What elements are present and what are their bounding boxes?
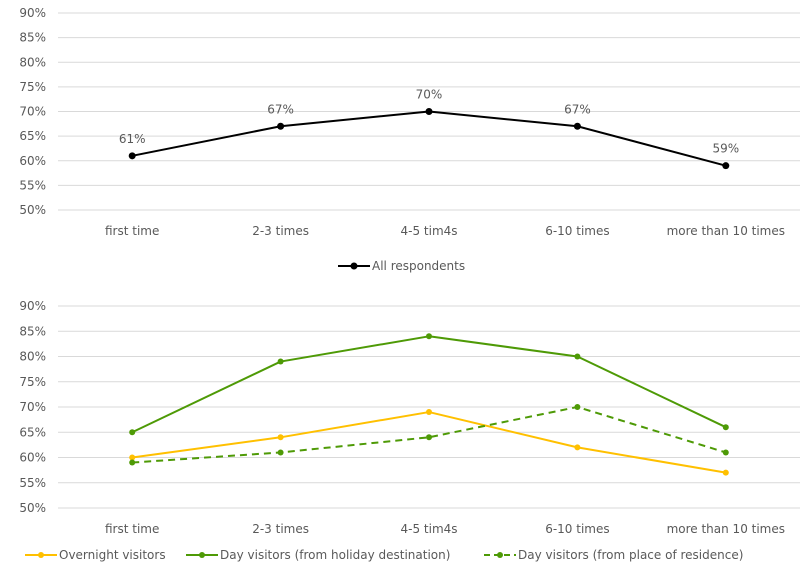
data-label: 67% <box>267 102 294 116</box>
x-tick-label: 2-3 times <box>252 224 309 238</box>
data-point <box>426 434 432 441</box>
series-line <box>132 110 727 167</box>
y-tick-label: 50% <box>19 501 46 515</box>
x-tick-label: 6-10 times <box>545 224 609 238</box>
y-tick-label: 80% <box>19 350 46 364</box>
y-tick-label: 50% <box>19 203 46 217</box>
data-point <box>128 152 136 160</box>
series-line <box>132 406 727 464</box>
y-tick-label: 60% <box>19 154 46 168</box>
y-tick-label: 55% <box>19 178 46 192</box>
y-tick-label: 55% <box>19 476 46 490</box>
legend-swatch-marker <box>497 552 503 558</box>
data-label: 70% <box>416 88 443 102</box>
legend-swatch-marker <box>199 552 205 558</box>
data-point <box>277 122 285 130</box>
legend-swatch-marker <box>350 262 358 270</box>
y-tick-label: 70% <box>19 400 46 414</box>
legend-label: All respondents <box>372 259 465 273</box>
data-point <box>722 469 729 476</box>
legend-label: Day visitors (from holiday destination) <box>220 548 450 562</box>
y-tick-label: 90% <box>19 299 46 313</box>
data-point <box>574 404 581 410</box>
series-line <box>132 411 726 474</box>
chart-2: 50% 55% 60% 65% 70% 75% 80% 85% 90% first time 2-3… <box>19 299 800 562</box>
data-point <box>129 459 136 466</box>
data-point <box>129 429 136 436</box>
data-point <box>426 333 432 340</box>
y-tick-label: 75% <box>19 80 46 94</box>
data-point <box>426 409 432 416</box>
y-tick-label: 65% <box>19 129 46 143</box>
y-tick-label: 85% <box>19 324 46 338</box>
data-label: 59% <box>712 142 739 156</box>
x-tick-label: first time <box>105 224 159 238</box>
y-tick-label: 75% <box>19 375 46 389</box>
legend-label: Day visitors (from place of residence) <box>518 548 743 562</box>
y-tick-label: 65% <box>19 425 46 439</box>
x-tick-label: 2-3 times <box>252 522 309 536</box>
y-tick-label: 70% <box>19 105 46 119</box>
x-tick-label: 4-5 tim4s <box>400 224 457 238</box>
data-point <box>277 449 284 456</box>
legend-label: Overnight visitors <box>59 548 166 562</box>
data-point <box>573 122 581 130</box>
y-tick-label: 85% <box>19 31 46 45</box>
y-tick-label: 90% <box>19 6 46 20</box>
data-label: 61% <box>119 132 146 146</box>
data-point <box>574 444 581 451</box>
x-tick-label: more than 10 times <box>667 224 785 238</box>
legend-swatch-marker <box>38 552 44 558</box>
x-tick-label: first time <box>105 522 159 536</box>
data-point <box>425 108 433 115</box>
data-point <box>277 358 284 365</box>
data-point <box>722 449 729 456</box>
data-label: 67% <box>564 102 591 116</box>
data-point <box>574 353 581 360</box>
data-point <box>722 162 730 170</box>
chart-1: 50% 55% 60% 65% 70% 75% 80% 85% 90% first time 2-3… <box>19 6 800 273</box>
data-point <box>277 434 284 441</box>
x-tick-label: more than 10 times <box>667 522 785 536</box>
y-tick-label: 60% <box>19 451 46 465</box>
data-point <box>129 454 136 461</box>
y-tick-label: 80% <box>19 55 46 69</box>
data-point <box>722 424 729 431</box>
x-tick-label: 4-5 tim4s <box>400 522 457 536</box>
series-line <box>131 335 727 434</box>
x-tick-label: 6-10 times <box>545 522 609 536</box>
